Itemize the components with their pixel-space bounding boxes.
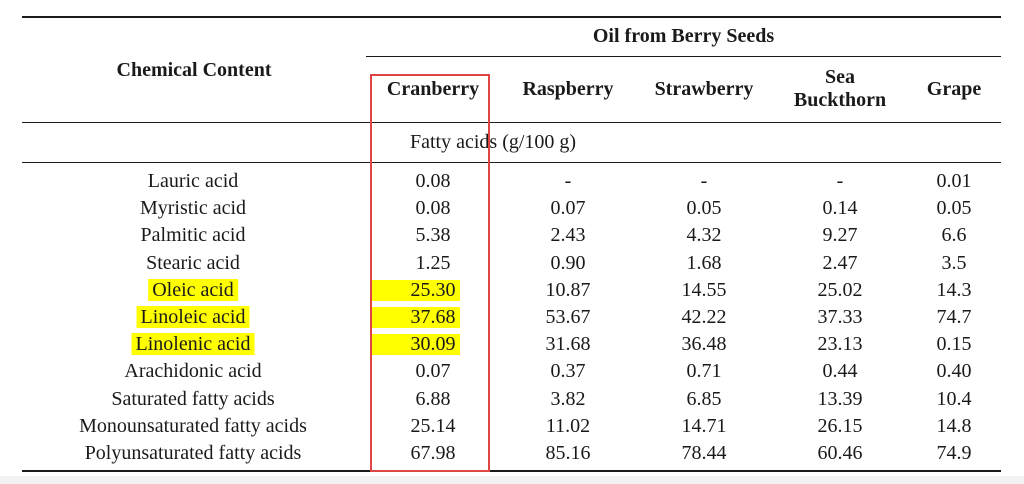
table-cell: 60.46 [817,442,863,464]
row-label-text: Arachidonic acid [124,360,262,383]
row-label-text: Monounsaturated fatty acids [79,414,307,437]
table-cell: 3.82 [550,387,586,410]
table-cell: 74.9 [936,442,972,464]
row-label: Lauric acid [148,169,239,193]
table-cell: - [700,170,708,192]
row-label: Oleic acid [148,278,238,302]
row-label: Saturated fatty acids [111,387,274,411]
row-highlight-band [370,279,460,301]
table-bottom-rule [22,470,1001,472]
table-cell: 36.48 [681,333,727,356]
row-label-text: Linolenic acid [131,333,255,356]
table-cell: 0.90 [550,251,586,274]
row-label: Stearic acid [146,251,240,275]
row-highlight-band [370,307,460,328]
table-cell: 11.02 [545,414,591,437]
table-cell: 0.01 [936,170,972,192]
table-cell: 0.05 [936,197,972,220]
table-cell: 37.33 [817,306,863,328]
table-cell: 42.22 [681,306,727,328]
table-cell: 67.98 [410,442,456,464]
top-rule [22,16,1001,18]
row-label: Polyunsaturated fatty acids [85,441,302,465]
table-cell: - [564,170,572,192]
row-label-header: Chemical Content [116,59,272,81]
row-label: Monounsaturated fatty acids [79,414,307,438]
group-header-rule [366,56,1001,57]
table-cell: 14.3 [936,278,972,301]
table-cell: 14.8 [936,414,972,437]
row-label-text: Myristic acid [139,197,247,220]
table-cell: 0.08 [415,197,451,220]
row-label: Myristic acid [140,196,246,220]
table-cell: 0.07 [550,197,586,220]
row-label-text: Oleic acid [148,278,238,301]
group-header: Oil from Berry Seeds [592,25,775,47]
table-cell: 10.4 [936,387,972,410]
column-header-raspberry: Raspberry [522,78,614,100]
table-cell: 85.16 [545,442,591,464]
row-label-text: Lauric acid [147,170,239,192]
table-cell: 6.6 [941,224,967,247]
row-label-text: Polyunsaturated fatty acids [84,442,302,464]
column-header-grape: Grape [926,78,982,100]
table-cell: 4.32 [686,224,722,247]
table-cell: 53.67 [545,306,591,328]
table-cell: 5.38 [415,224,451,247]
table-cell: 74.7 [936,306,972,328]
row-label-text: Saturated fatty acids [111,387,275,410]
column-header-strawberry: Strawberry [654,78,754,100]
table-cell: 14.55 [681,278,727,301]
section-label: Fatty acids (g/100 g) [410,131,577,153]
header-bottom-rule [22,122,1001,123]
row-label-text: Stearic acid [146,251,240,274]
table-cell: 30.09 [410,333,456,356]
table-cell: 25.30 [410,278,456,301]
table-cell: 23.13 [817,333,863,356]
table-cell: 1.25 [415,251,451,274]
table-cell: 37.68 [410,306,456,328]
row-highlight-band [370,334,460,356]
table-cell: 6.85 [686,387,722,410]
column-header-cranberry: Cranberry [386,78,480,100]
table-cell: 2.47 [822,251,858,274]
table-cell: 78.44 [681,442,727,464]
table-cell: 25.02 [817,278,863,301]
table-cell: 9.27 [822,224,858,247]
section-bottom-rule [22,162,1001,163]
table-cell: 14.71 [681,414,727,437]
table-cell: 2.43 [550,224,586,247]
table-cell: 0.15 [936,333,972,356]
cranberry-column-annotation-box [370,74,490,472]
table-cell: - [836,170,844,192]
table-cell: 1.68 [686,251,722,274]
table-cell: 0.44 [822,360,858,383]
table-cell: 0.37 [550,360,586,383]
table-cell: 6.88 [415,387,451,410]
table-cell: 0.08 [415,170,451,192]
table-cell: 31.68 [545,333,591,356]
column-header-sea-buckthorn: Sea Buckthorn [793,66,887,111]
table-cell: 13.39 [817,387,863,410]
table-cell: 0.71 [686,360,722,383]
row-label-text: Palmitic acid [140,224,246,247]
row-label: Palmitic acid [141,223,246,247]
table-cell: 3.5 [941,251,967,274]
table-cell: 0.05 [686,197,722,220]
table-cell: 10.87 [545,278,591,301]
table-cell: 0.40 [936,360,972,383]
table-cell: 0.07 [415,360,451,383]
table-cell: 25.14 [410,414,456,437]
page-bottom-edge [0,476,1024,484]
table-cell: 26.15 [817,414,863,437]
row-label-text: Linoleic acid [136,306,250,328]
table-cell: 0.14 [822,197,858,220]
row-label: Linolenic acid [131,332,255,356]
row-label: Linoleic acid [136,305,250,329]
row-label: Arachidonic acid [124,359,261,383]
